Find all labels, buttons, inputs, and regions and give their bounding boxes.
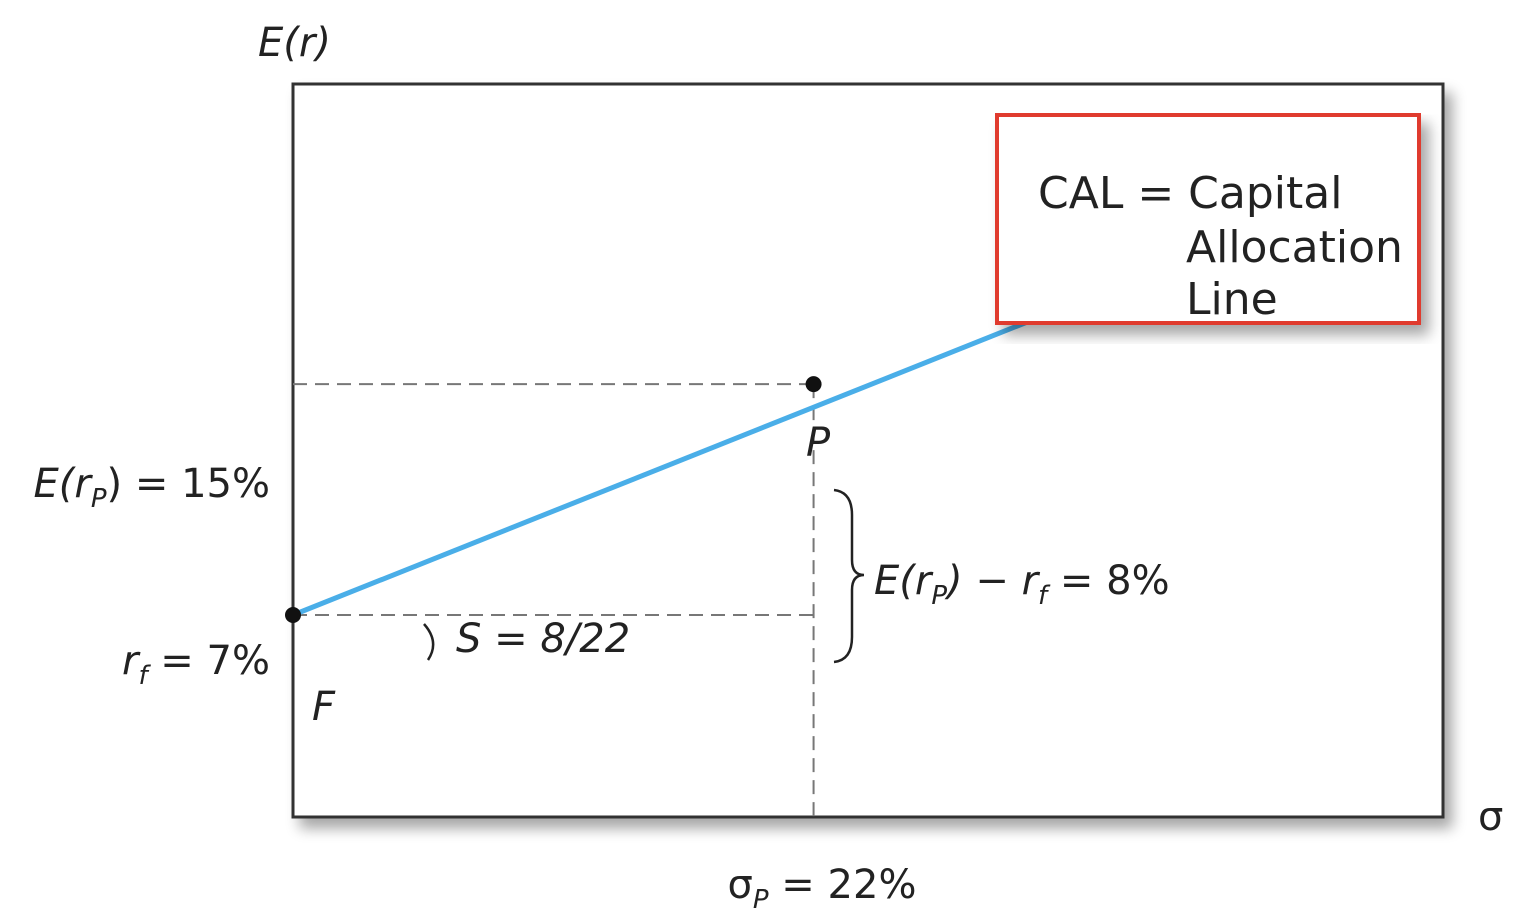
x-axis-label: σ	[1478, 794, 1503, 840]
point-p-label: P	[806, 420, 831, 466]
risk-premium-brace	[833, 488, 865, 664]
xtick-label-sigma-p: σP = 22%	[728, 862, 917, 914]
cal-legend-line3: Line	[1186, 274, 1278, 325]
slope-label: S = 8/22	[456, 616, 630, 662]
cal-legend-line2: Allocation	[1186, 222, 1403, 273]
ytick-label-rf: rf = 7%	[122, 638, 270, 691]
risk-premium-label: E(rP) − rf = 8%	[874, 558, 1170, 611]
slope-angle-arc	[423, 623, 435, 661]
ytick-label-erp: E(rP) = 15%	[34, 461, 270, 514]
point-f-label: F	[312, 684, 336, 730]
cal-legend-line1: CAL = Capital	[1038, 168, 1342, 219]
y-axis-label: E(r)	[258, 20, 331, 66]
cal-legend-box	[995, 113, 1421, 325]
point-f	[285, 606, 301, 623]
point-p	[805, 376, 822, 393]
